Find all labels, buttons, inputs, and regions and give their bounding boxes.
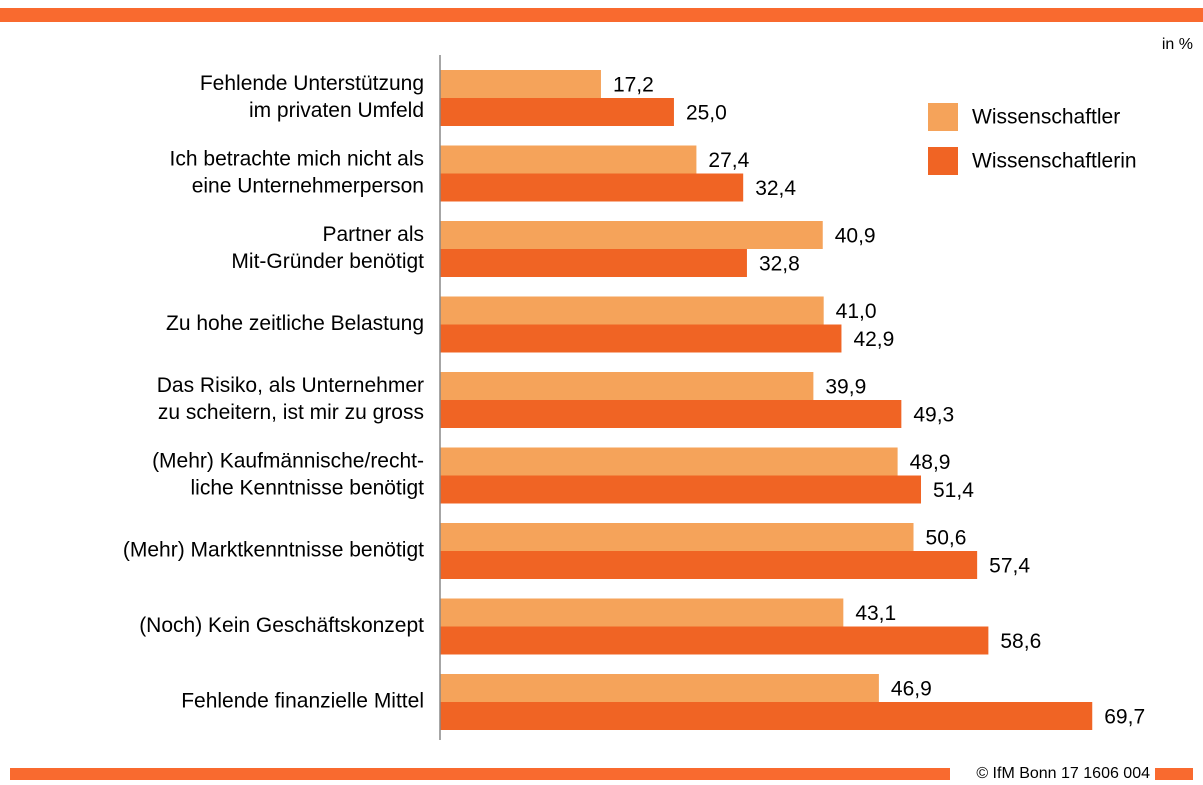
bar	[440, 400, 902, 428]
category-label: Fehlende Unterstützung	[200, 72, 424, 95]
category-label: Mit-Gründer benötigt	[231, 250, 424, 273]
bar	[440, 372, 814, 400]
value-label: 17,2	[613, 74, 654, 97]
value-label: 49,3	[913, 404, 954, 427]
category-label: im privaten Umfeld	[249, 99, 424, 122]
legend-label: Wissenschaftlerin	[972, 150, 1137, 173]
top-band	[0, 8, 1203, 22]
value-label: 39,9	[825, 376, 866, 399]
legend-swatch	[928, 147, 958, 175]
value-label: 43,1	[855, 602, 896, 625]
value-label: 41,0	[836, 300, 877, 323]
category-label: Fehlende finanzielle Mittel	[181, 690, 424, 713]
value-label: 25,0	[686, 102, 727, 125]
value-label: 51,4	[933, 479, 974, 502]
category-label: eine Unternehmerperson	[192, 175, 424, 198]
bar	[440, 98, 674, 126]
bar	[440, 221, 823, 249]
value-label: 32,4	[755, 177, 796, 200]
value-label: 57,4	[989, 555, 1030, 578]
value-label: 40,9	[835, 225, 876, 248]
bar	[440, 145, 697, 174]
value-label: 42,9	[853, 328, 894, 351]
category-label: (Noch) Kein Geschäftskonzept	[139, 614, 424, 637]
footer-band-end	[1155, 768, 1193, 780]
bar	[440, 626, 989, 655]
footer: © IfM Bonn 17 1606 004	[976, 765, 1150, 782]
bar	[440, 249, 747, 277]
bar	[440, 702, 1093, 730]
value-label: 50,6	[926, 527, 967, 550]
category-label: Das Risiko, als Unternehmer	[157, 374, 424, 397]
category-label: (Mehr) Marktkenntnisse benötigt	[123, 539, 424, 562]
bar	[440, 70, 601, 98]
value-label: 27,4	[708, 149, 749, 172]
bar	[440, 447, 898, 476]
category-label: Zu hohe zeitliche Belastung	[166, 312, 424, 335]
bar	[440, 173, 744, 202]
footer-band	[10, 768, 950, 780]
category-label: (Mehr) Kaufmännische/recht-	[152, 450, 424, 473]
unit-label: in %	[1162, 36, 1193, 53]
bar	[440, 475, 922, 504]
value-label: 48,9	[910, 451, 951, 474]
bar	[440, 598, 844, 627]
value-label: 69,7	[1104, 706, 1145, 729]
bar	[440, 523, 914, 551]
category-label: Partner als	[322, 223, 424, 246]
legend-label: Wissenschaftler	[972, 106, 1120, 129]
category-label: Ich betrachte mich nicht als	[170, 148, 424, 171]
bar	[440, 551, 978, 579]
category-label: zu scheitern, ist mir zu gross	[158, 401, 424, 424]
value-label: 46,9	[891, 678, 932, 701]
value-label: 32,8	[759, 253, 800, 276]
legend-swatch	[928, 103, 958, 131]
bar	[440, 674, 879, 702]
bar	[440, 324, 842, 353]
bar	[440, 296, 824, 325]
category-label: liche Kenntnisse benötigt	[191, 477, 425, 500]
value-label: 58,6	[1000, 630, 1041, 653]
